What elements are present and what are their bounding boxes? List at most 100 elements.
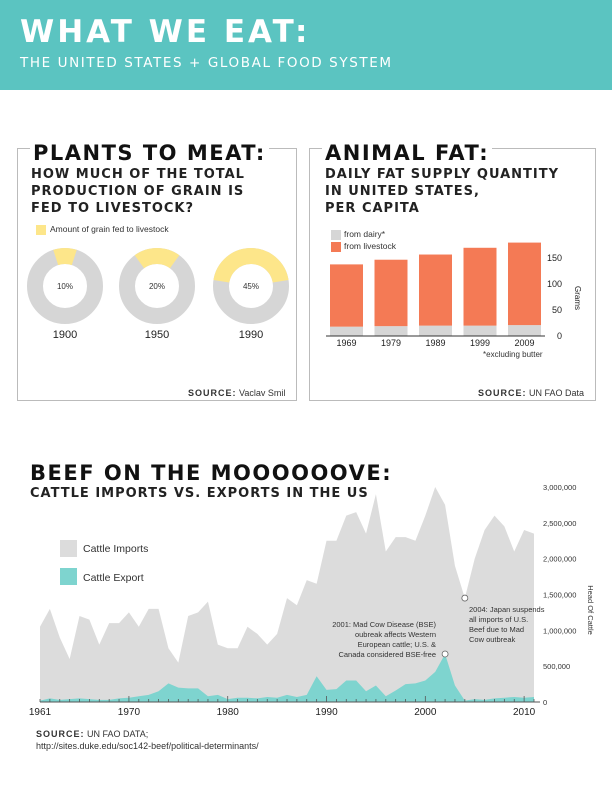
beef-x-tick: 1961 <box>29 707 52 718</box>
header-banner: WHAT WE EAT: THE UNITED STATES + GLOBAL … <box>0 0 612 90</box>
livestock-legend-label: from livestock <box>344 241 396 251</box>
annotation-2004-line: Beef due to Mad <box>469 625 525 634</box>
fat-panel-right <box>595 148 596 400</box>
beef-source: SOURCE: UN FAO DATA; http://sites.duke.e… <box>36 728 259 752</box>
livestock-bar <box>463 247 497 326</box>
donut-value-label: 20% <box>148 282 165 291</box>
dairy-bar <box>508 325 541 336</box>
fat-source-value: UN FAO Data <box>529 388 585 398</box>
beef-subtitle: CATTLE IMPORTS VS. EXPORTS IN THE US <box>30 486 369 501</box>
plants-panel-bottom <box>17 400 297 401</box>
dairy-bar <box>330 326 363 336</box>
annotation-2001-line: European cattle; U.S. & <box>357 640 436 649</box>
annotation-2004-line: Cow outbreak <box>469 635 516 644</box>
annotation-2001-marker <box>441 650 449 658</box>
page-title: WHAT WE EAT: <box>20 14 311 50</box>
fat-x-tick: 1969 <box>336 338 356 348</box>
beef-y-tick: 3,000,000 <box>543 483 576 492</box>
plants-subtitle-line: PRODUCTION OF GRAIN IS <box>31 184 245 199</box>
beef-x-tick: 2010 <box>513 707 536 718</box>
fat-x-tick: 1989 <box>425 338 445 348</box>
donut-slice <box>134 248 180 269</box>
beef-x-tick: 1980 <box>217 707 240 718</box>
plants-source: SOURCE: Vaclav Smil <box>188 388 285 398</box>
beef-y-tick: 0 <box>543 698 547 707</box>
dairy-legend-label: from dairy* <box>344 229 386 239</box>
plants-subtitle-line: FED TO LIVESTOCK? <box>31 201 195 216</box>
plants-source-label: SOURCE: <box>188 388 237 398</box>
fat-subtitle-line: PER CAPITA <box>325 201 420 216</box>
donut-slice <box>53 248 77 266</box>
livestock-bar <box>419 254 452 326</box>
page-subtitle: THE UNITED STATES + GLOBAL FOOD SYSTEM <box>20 55 393 71</box>
donut-value-label: 45% <box>242 282 259 291</box>
fat-bar-chart: 1969 1979 1989 1999 2009 0 50 100 150 Grams <box>326 242 582 348</box>
fat-panel-left <box>309 148 310 400</box>
imports-area <box>40 487 534 702</box>
imports-legend-label: Cattle Imports <box>83 543 149 555</box>
fat-subtitle: DAILY FAT SUPPLY QUANTITY IN UNITED STAT… <box>325 166 559 217</box>
fat-panel-bottom <box>309 400 596 401</box>
annotation-2004: 2004: Japan suspends all imports of U.S.… <box>469 605 544 645</box>
annotation-2001-line: Canada considered BSE-free <box>338 650 436 659</box>
fat-subtitle-line: DAILY FAT SUPPLY QUANTITY <box>325 167 560 182</box>
dairy-bar <box>419 325 452 336</box>
dairy-bar <box>374 326 408 336</box>
fat-x-tick: 1999 <box>470 338 490 348</box>
plants-subtitle-line: HOW MUCH OF THE TOTAL <box>31 167 245 182</box>
beef-x-tick: 1970 <box>118 707 141 718</box>
donut-year-label: 1990 <box>238 329 264 341</box>
fat-subtitle-line: IN UNITED STATES, <box>325 184 480 199</box>
fat-x-tick: 2009 <box>514 338 534 348</box>
annotation-2001-line: oubreak affects Western <box>354 630 436 639</box>
beef-x-tick: 2000 <box>414 707 437 718</box>
imports-legend-swatch <box>60 540 77 557</box>
fat-y-tick: 0 <box>557 331 562 341</box>
livestock-legend-swatch <box>331 242 341 252</box>
beef-area-chart: 1961 1970 1980 1990 2000 2010 0 500,000 1,000,00… <box>29 483 595 718</box>
donut-year-label: 1950 <box>144 329 170 341</box>
annotation-2001-line: 2001: Mad Cow Disease (BSE) <box>332 620 436 629</box>
exports-legend-swatch <box>60 568 77 585</box>
plants-title: PLANTS TO MEAT: <box>30 141 269 165</box>
beef-source-value: UN FAO DATA; <box>87 729 149 739</box>
donut-slice <box>213 248 289 284</box>
beef-y-axis-label: Head Of Cattle <box>586 585 595 635</box>
beef-y-tick: 500,000 <box>543 662 570 671</box>
fat-title: ANIMAL FAT: <box>322 141 493 165</box>
exports-area <box>40 653 534 702</box>
annotation-2004-marker <box>461 594 469 602</box>
grain-legend-label: Amount of grain fed to livestock <box>50 224 169 234</box>
annotation-2004-line: all imports of U.S. <box>469 615 529 624</box>
livestock-bar <box>508 242 541 326</box>
livestock-bar <box>330 264 363 327</box>
annotation-2004-line: 2004: Japan suspends <box>469 605 545 614</box>
plants-subtitle: HOW MUCH OF THE TOTAL PRODUCTION OF GRAI… <box>31 166 245 217</box>
grain-legend-swatch <box>36 225 46 235</box>
fat-source: SOURCE: UN FAO Data <box>478 388 584 398</box>
donut-charts <box>27 248 289 324</box>
beef-source-label: SOURCE: <box>36 729 85 739</box>
plants-panel-right <box>296 148 297 400</box>
beef-x-tick: 1990 <box>315 707 338 718</box>
fat-y-tick: 150 <box>547 253 562 263</box>
fat-source-label: SOURCE: <box>478 388 527 398</box>
exports-legend-label: Cattle Export <box>83 572 144 584</box>
plants-panel-border <box>17 148 298 400</box>
fat-footnote: *excluding butter <box>483 350 543 359</box>
livestock-bar <box>374 259 408 327</box>
plants-source-value: Vaclav Smil <box>239 388 286 398</box>
annotation-2001: 2001: Mad Cow Disease (BSE) oubreak affe… <box>320 620 436 660</box>
fat-y-tick: 100 <box>547 279 562 289</box>
beef-y-tick: 1,000,000 <box>543 626 576 635</box>
donut-year-label: 1900 <box>52 329 78 341</box>
beef-y-tick: 2,500,000 <box>543 519 576 528</box>
fat-x-tick: 1979 <box>381 338 401 348</box>
dairy-bar <box>463 325 497 336</box>
donut-value-label: 10% <box>56 282 73 291</box>
beef-y-tick: 2,000,000 <box>543 555 576 564</box>
beef-y-tick: 1,500,000 <box>543 591 576 600</box>
fat-y-tick: 50 <box>552 305 562 315</box>
beef-title: BEEF ON THE MOOOOOOVE: <box>30 461 393 485</box>
beef-source-url: http://sites.duke.edu/soc142-beef/politi… <box>36 741 259 751</box>
